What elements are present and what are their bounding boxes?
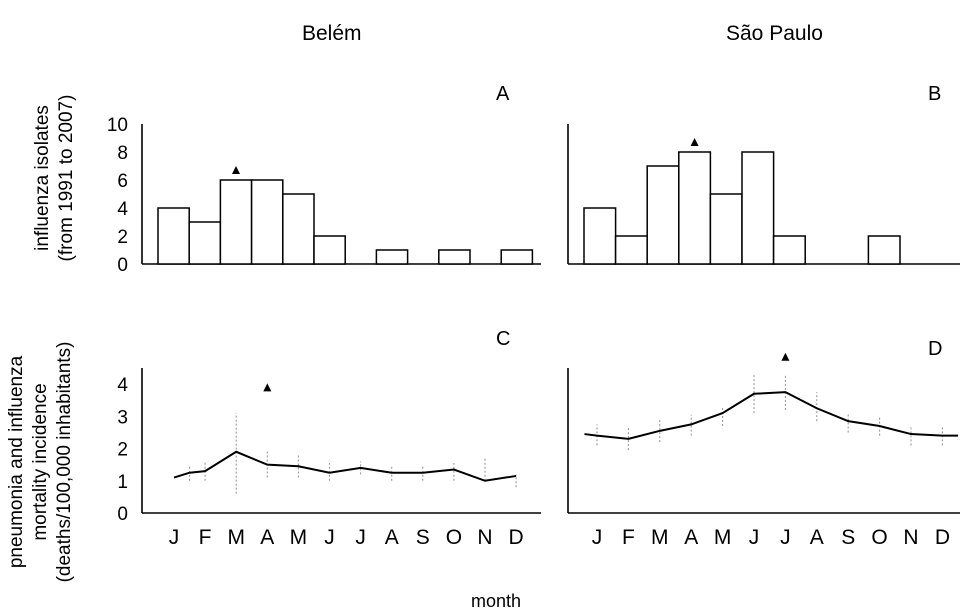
axes-d [567,368,960,514]
y-axis-title-bottom: pneumonia and influenza mortality inciden… [6,342,75,583]
column-title-belem: Belém [302,22,362,45]
bar-a-8 [375,249,409,265]
bar-a-12 [500,249,534,265]
bar-b-1 [583,207,617,265]
month-label-d-8: A [810,526,824,549]
y-axis-title-top-line-2: (from 1991 to 2007) [56,95,77,262]
y-axis-title-bottom-line-3: (deaths/100,000 inhabitants) [54,342,75,583]
month-label-d-4: A [684,526,698,549]
y-tick-a-2: 2 [117,227,128,248]
bar-a-6 [313,235,346,265]
peak-marker-a [232,166,240,174]
peak-marker-d [781,352,790,361]
month-label-d-2: F [622,526,635,549]
y-tick-c-2: 2 [117,440,128,461]
month-label-c-8: A [385,526,399,549]
month-label-c-9: S [416,526,430,549]
month-label-d-6: J [749,526,760,549]
axes-c [141,368,541,514]
y-tick-c-3: 3 [117,407,128,428]
peak-marker-c [263,383,272,392]
series-line-d [584,391,959,440]
bar-b-2 [614,235,648,265]
panel-label-c: C [496,328,510,350]
month-label-d-12: D [935,526,950,549]
panel-a-marks [157,166,534,265]
bar-b-6 [741,151,775,265]
month-label-c-7: J [355,526,366,549]
panel-c-marks [173,383,517,494]
y-tick-a-10: 10 [107,115,128,136]
month-label-d-5: M [714,526,732,549]
y-tick-a-8: 8 [117,143,128,164]
y-tick-c-0: 0 [117,504,128,525]
y-tick-a-4: 4 [117,199,128,220]
month-label-c-6: J [324,526,335,549]
panel-b-marks [583,138,901,265]
bar-a-1 [157,207,190,265]
month-label-d-3: M [651,526,669,549]
bar-a-4 [250,179,284,265]
month-label-c-4: A [260,526,274,549]
y-tick-c-1: 1 [117,472,128,493]
y-tick-a-0: 0 [117,255,128,276]
y-tick-c-4: 4 [117,375,128,396]
y-tick-a-6: 6 [117,171,128,192]
month-label-d-1: J [592,526,603,549]
month-label-d-7: J [780,526,791,549]
month-label-d-9: S [841,526,855,549]
bar-a-5 [282,193,315,265]
bar-a-10 [438,249,471,265]
panel-d-marks [584,352,959,451]
x-axis-title: month [471,591,521,611]
month-label-c-11: N [477,526,492,549]
month-label-d-11: N [903,526,918,549]
panel-label-a: A [496,83,510,105]
bar-b-10 [867,235,901,265]
month-label-d-10: O [871,526,887,549]
month-label-c-12: D [509,526,524,549]
month-label-c-1: J [169,526,180,549]
bar-a-2 [188,221,222,265]
y-axis-title-bottom-line-2: mortality incidence [30,383,51,540]
panel-label-b: B [928,83,941,105]
panel-label-d: D [928,338,942,360]
column-title-sao-paulo: São Paulo [726,22,823,45]
series-line-c [173,450,517,482]
bar-b-5 [709,193,743,265]
bar-a-3 [219,179,253,265]
peak-marker-b [690,138,699,146]
bar-b-7 [772,235,806,265]
month-label-c-2: F [199,526,212,549]
month-label-c-10: O [446,526,462,549]
month-label-c-3: M [227,526,245,549]
month-label-c-5: M [290,526,308,549]
y-axis-title-bottom-line-1: pneumonia and influenza [6,355,27,568]
bar-b-3 [646,165,680,265]
y-axis-title-top-line-1: influenza isolates [32,105,53,251]
y-axis-title-top: influenza isolates (from 1991 to 2007) [32,95,77,262]
bar-b-4 [678,151,712,265]
